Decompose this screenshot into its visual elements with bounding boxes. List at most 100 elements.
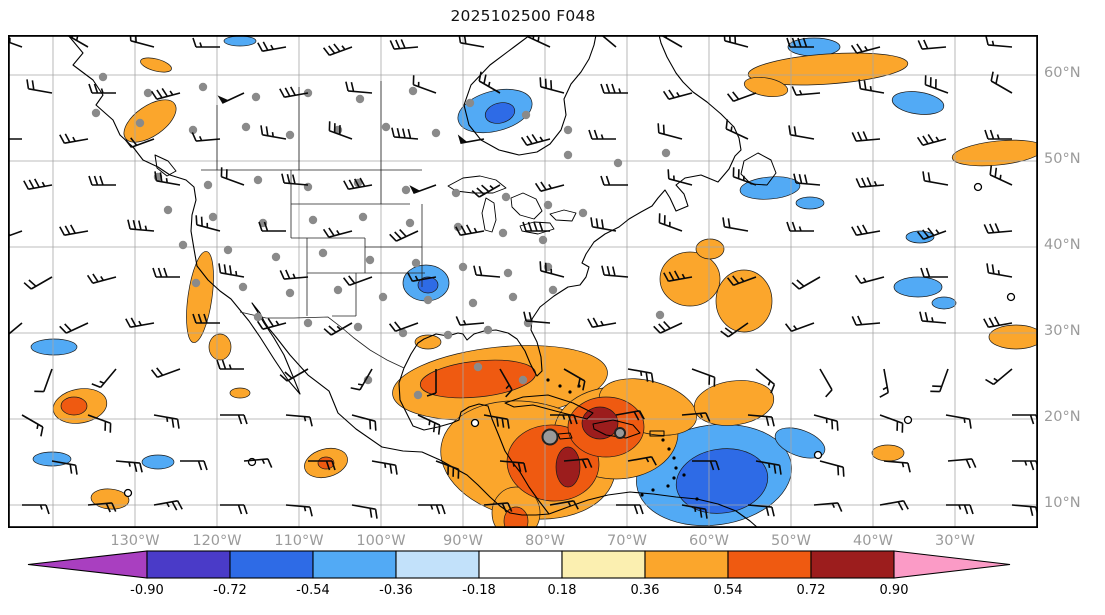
wind-barb [725,119,749,140]
wind-barb [455,224,485,236]
wind-barb [478,71,501,94]
island-dot [546,378,550,382]
shaded-region [223,35,257,47]
station-dot [353,322,363,332]
shaded-region [988,324,1038,350]
wind-barb [616,504,644,515]
lon-tick-label: 120°W [192,533,242,549]
wind-barb [483,502,513,513]
wind-barb [26,79,53,94]
wind-barb [279,269,309,280]
wind-barb [916,227,947,240]
wind-barb [285,504,313,517]
wind-barb [87,414,112,433]
lon-tick-label: 70°W [606,533,648,549]
wind-barb [723,35,749,48]
wind-barb [985,35,1013,48]
station-dot [91,108,101,118]
shaded-region [186,251,214,343]
wind-barb [920,267,948,278]
wind-barb [851,315,881,326]
wind-barb [499,460,527,473]
station-dot [508,292,518,302]
wind-barb [660,35,683,48]
wind-barb [916,133,947,146]
station-dots [91,72,1016,501]
wind-barb [258,221,286,232]
island-dot [640,493,644,497]
station-dot [143,88,153,98]
station-dot [458,262,468,272]
station-dot [498,228,508,238]
station-dot [251,92,261,102]
shaded-region [905,230,935,244]
wind-barb [732,167,757,186]
station-dot [308,215,318,225]
wind-barb [653,321,683,334]
wind-barb [285,414,313,427]
wind-barb [692,460,720,471]
wind-barb [615,410,645,421]
wind-barb [520,133,551,146]
wind-barb [407,272,437,282]
wind-barb [351,414,377,431]
wind-barb [549,500,579,510]
station-dot [223,245,233,255]
wind-barb [917,39,947,50]
station-dot [203,180,213,190]
station-dot [408,86,418,96]
lat-tick-label: 10°N [1044,495,1081,511]
wind-barb [930,368,949,393]
station-dot [413,390,423,400]
wind-barb [819,368,833,398]
wind-barb [1011,504,1038,517]
colorbar-segment [146,550,231,579]
wind-barbs [8,35,1038,519]
shaded-regions [30,35,1038,528]
station-dot [563,150,573,160]
wind-barb [985,368,1013,386]
wind-barb [308,460,336,471]
colorbar-left-arrow [27,550,148,579]
wind-barb [879,368,889,398]
colorbar-segment [395,550,480,579]
lon-tick-label: 60°W [688,533,730,549]
island-dot [667,447,671,451]
wind-barb [858,79,885,94]
lon-tick-label: 100°W [356,533,406,549]
map-border [8,35,1038,528]
station-dot [661,148,671,158]
station-dot [613,158,623,168]
wind-barb [88,175,116,186]
shaded-region [931,296,957,310]
wind-barb [563,368,586,391]
wind-barb [412,75,437,94]
wind-barb [534,181,565,192]
wind-barb [195,215,221,232]
wind-barb [813,502,843,512]
coastline [403,35,742,377]
wind-barb [786,37,814,48]
station-dot [365,255,375,265]
calm-wind-circle [903,415,913,425]
shaded-region [484,102,516,124]
wind-barb [51,460,78,475]
station-dot [271,252,281,262]
wind-barb [256,317,287,330]
wind-barb [328,121,353,140]
station-dot [548,285,558,295]
shaded-region [871,444,905,462]
colorbar-tick-label: 0.18 [547,583,577,598]
island-dot [568,390,572,394]
cyclone-marker [541,428,559,446]
shaded-region [417,276,439,294]
lon-tick-label: 130°W [110,533,160,549]
station-dot [543,200,553,210]
lon-tick-label: 80°W [524,533,566,549]
wind-barb [87,502,117,513]
wind-barb [260,125,287,140]
wind-barb [720,322,749,338]
colorbar-segment [727,550,812,579]
wind-barb [747,414,775,427]
wind-barb [851,131,881,142]
